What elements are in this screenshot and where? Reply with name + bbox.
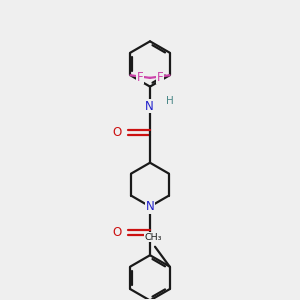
Text: N: N bbox=[145, 100, 153, 113]
Text: F: F bbox=[136, 71, 143, 84]
Text: CH₃: CH₃ bbox=[144, 233, 162, 242]
Text: O: O bbox=[112, 226, 121, 239]
Text: O: O bbox=[112, 126, 121, 139]
Text: H: H bbox=[166, 96, 174, 106]
Text: F: F bbox=[157, 71, 164, 84]
Text: N: N bbox=[146, 200, 154, 213]
